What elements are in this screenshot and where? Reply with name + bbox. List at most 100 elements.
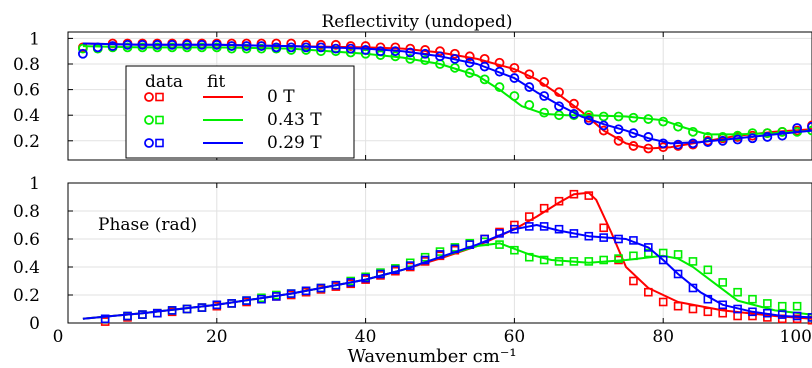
reflectivity-data-point — [375, 50, 386, 60]
reflectivity-data-point — [807, 121, 812, 132]
phase-data-point — [584, 191, 594, 200]
legend-entry: 0.43 T — [144, 110, 322, 130]
reflectivity-data-point — [762, 128, 773, 139]
phase-xtick-label: 60 — [504, 327, 526, 347]
reflectivity-data-point — [524, 69, 535, 80]
phase-data-point — [495, 240, 504, 249]
phase-data-point — [361, 273, 370, 283]
reflectivity-data-point — [479, 61, 490, 72]
reflectivity-data-point — [286, 42, 297, 53]
reflectivity-data-point — [92, 42, 103, 53]
phase-data-point — [524, 212, 534, 221]
reflectivity-data-point — [688, 138, 698, 149]
phase-data-point — [465, 240, 475, 249]
phase-data-point — [272, 292, 281, 301]
phase-ytick-label: 0.8 — [13, 202, 40, 222]
phase-data-point — [480, 234, 489, 244]
reflectivity-data-point — [464, 51, 475, 62]
reflectivity-data-point — [554, 101, 564, 112]
reflectivity-data-point — [77, 48, 88, 59]
legend-square-marker — [155, 115, 164, 125]
legend-label: 0 T — [267, 87, 295, 107]
reflectivity-data-point — [330, 39, 341, 50]
legend-circle-marker — [144, 115, 154, 125]
phase-data-point — [539, 255, 549, 265]
reflectivity-data-point — [539, 107, 550, 118]
legend: data fit 0 T 0.43 T 0.29 T — [125, 65, 355, 159]
reflectivity-data-point — [658, 142, 669, 153]
reflectivity-data-point — [658, 138, 669, 149]
reflectivity-data-point — [286, 38, 297, 49]
reflectivity-data-point — [211, 39, 222, 50]
phase-data-point — [316, 283, 326, 293]
phase-data-point — [331, 280, 341, 290]
reflectivity-data-point — [762, 132, 773, 142]
phase-data-point — [569, 229, 579, 238]
phase-data-point — [733, 287, 742, 297]
legend-header-data: data — [145, 72, 183, 92]
reflectivity-data-point — [598, 125, 609, 136]
reflectivity-data-point — [345, 43, 356, 54]
reflectivity-data-point — [539, 77, 550, 87]
phase-data-point — [257, 294, 266, 304]
reflectivity-data-point — [509, 73, 520, 83]
phase-data-point — [703, 294, 713, 304]
reflectivity-data-point — [420, 55, 431, 66]
phase-data-point — [599, 223, 608, 233]
reflectivity-data-point — [226, 41, 237, 51]
phase-data-point — [435, 250, 445, 259]
phase-data-point — [614, 234, 623, 244]
reflectivity-data-point — [673, 121, 683, 132]
reflectivity-data-point — [569, 98, 579, 109]
reflectivity-data-point — [360, 48, 371, 59]
phase-data-point — [123, 311, 132, 321]
reflectivity-data-point — [539, 91, 550, 101]
phase-data-point — [718, 308, 728, 318]
phase-data-point — [138, 310, 147, 319]
reflectivity-data-point — [435, 51, 445, 62]
reflectivity-data-point — [777, 130, 788, 141]
phase-data-point — [182, 304, 192, 314]
reflectivity-series-3 — [77, 39, 812, 150]
phase-data-point — [554, 224, 564, 234]
phase-xtick-label: 40 — [355, 327, 377, 347]
phase-ytick-label: 0 — [29, 314, 40, 334]
reflectivity-data-point — [77, 43, 88, 54]
reflectivity-data-point — [658, 116, 669, 127]
phase-data-point — [748, 307, 757, 317]
phase-frame — [67, 182, 812, 324]
reflectivity-data-point — [643, 114, 654, 124]
reflectivity-ytick-label: 0.2 — [13, 132, 40, 152]
reflectivity-data-point — [583, 115, 594, 126]
legend-circle-marker — [144, 92, 154, 102]
phase-data-point — [703, 307, 713, 317]
legend-label: 0.43 T — [267, 110, 322, 130]
reflectivity-fit-line — [82, 45, 812, 136]
reflectivity-data-point — [330, 43, 341, 54]
phase-data-point — [599, 233, 608, 242]
phase-data-point — [554, 196, 564, 206]
phase-data-point — [688, 304, 698, 314]
reflectivity-data-point — [524, 82, 535, 92]
phase-xtick-label: 100 — [780, 327, 812, 347]
x-axis-label: Wavenumber cm⁻¹ — [347, 346, 516, 367]
reflectivity-data-point — [449, 62, 460, 73]
phase-data-point — [792, 301, 802, 311]
reflectivity-data-point — [792, 123, 803, 133]
reflectivity-data-point — [464, 57, 475, 68]
reflectivity-data-point — [449, 53, 460, 64]
phase-data-point — [718, 300, 728, 310]
phase-data-point — [763, 308, 772, 318]
phase-data-point — [554, 257, 564, 266]
reflectivity-data-point — [494, 57, 505, 68]
phase-data-point — [644, 287, 653, 297]
reflectivity-data-point — [509, 91, 520, 101]
reflectivity-data-point — [241, 41, 252, 51]
phase-data-point — [584, 231, 594, 241]
phase-xtick-label: 0 — [53, 327, 64, 347]
phase-data-point — [539, 222, 549, 231]
reflectivity-data-point — [256, 41, 267, 51]
reflectivity-data-point — [688, 126, 698, 137]
phase-data-point — [599, 255, 608, 265]
reflectivity-data-point — [643, 143, 654, 154]
